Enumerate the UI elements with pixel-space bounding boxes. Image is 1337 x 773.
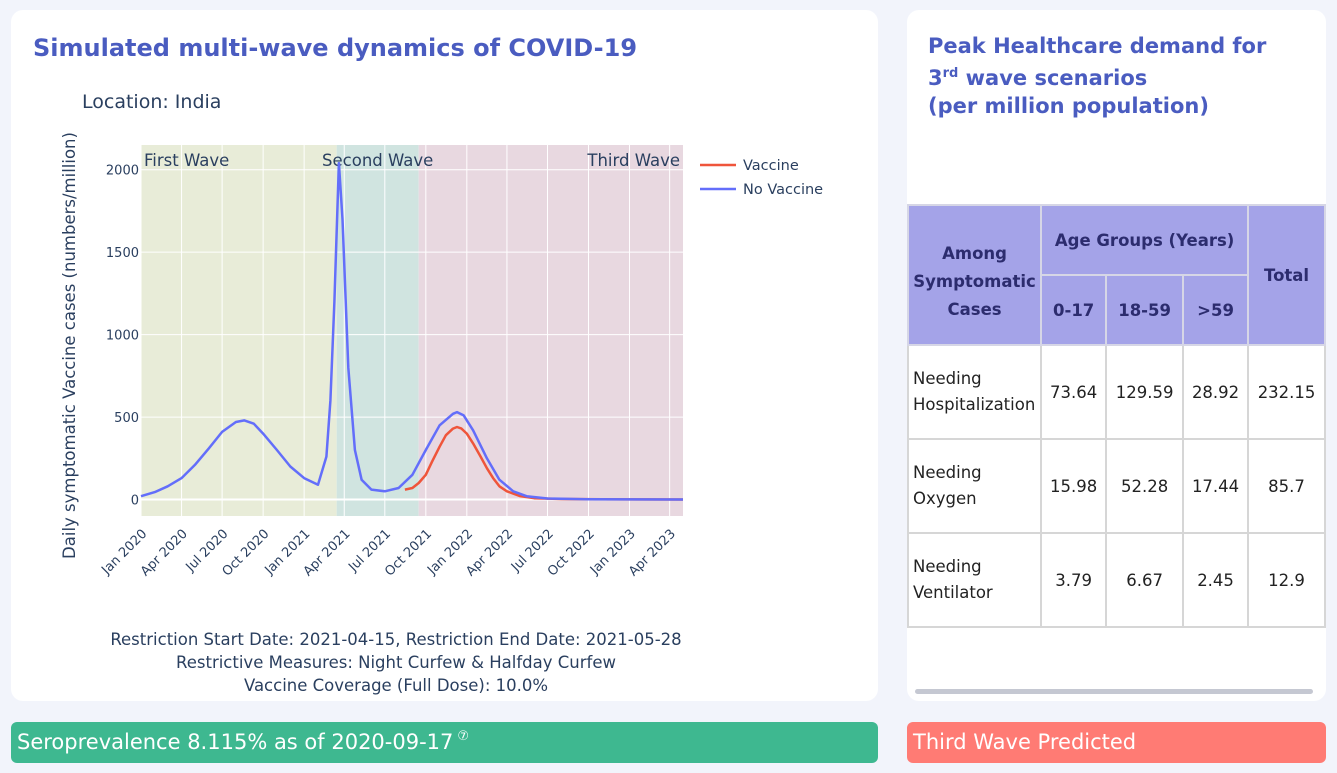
header-age-18-59: 18-59 [1105, 274, 1185, 346]
healthcare-demand-table: Among Symptomatic Cases Age Groups (Year… [907, 204, 1326, 628]
cell-value: 15.98 [1040, 438, 1108, 534]
restriction-notes: Restriction Start Date: 2021-04-15, Rest… [11, 628, 781, 697]
y-tick-label: 500 [114, 411, 139, 426]
y-axis-title: Daily symptomatic Vaccine cases (numbers… [60, 132, 79, 559]
chart-title: Simulated multi-wave dynamics of COVID-1… [33, 34, 638, 62]
covid-waves-chart[interactable]: First Wave Second Wave Third Wave 0 500 1000 1… [11, 10, 878, 625]
y-tick-label: 1000 [106, 329, 139, 344]
region-label-first-wave: First Wave [144, 151, 229, 170]
cell-value: 52.28 [1105, 438, 1185, 534]
header-age-0-17: 0-17 [1040, 274, 1108, 346]
wave-region-1 [141, 145, 337, 516]
table-row: Needing Oxygen 15.98 52.28 17.44 85.7 [907, 438, 1326, 534]
cell-total: 232.15 [1247, 344, 1326, 440]
cell-value: 6.67 [1105, 532, 1185, 628]
region-label-third-wave: Third Wave [586, 151, 680, 170]
healthcare-demand-card: Peak Healthcare demand for 3rd wave scen… [907, 10, 1326, 701]
header-age-groups: Age Groups (Years) [1040, 204, 1250, 276]
restrictive-measures: Restrictive Measures: Night Curfew & Hal… [176, 653, 616, 672]
cell-value: 73.64 [1040, 344, 1108, 440]
table-row: Needing Hospitalization 73.64 129.59 28.… [907, 344, 1326, 440]
header-among-symptomatic: Among Symptomatic Cases [907, 204, 1043, 346]
help-icon[interactable]: ⑦ [457, 729, 470, 744]
wave-region-3 [418, 145, 683, 516]
table-title: Peak Healthcare demand for 3rd wave scen… [928, 34, 1267, 118]
seroprevalence-text: Seroprevalence 8.115% as of 2020-09-17 [17, 730, 454, 754]
header-total: Total [1247, 204, 1326, 346]
wave-region-2 [336, 145, 419, 516]
cell-value: 28.92 [1182, 344, 1250, 440]
series-line-no-vaccine [140, 161, 684, 501]
legend-item: No Vaccine [743, 182, 823, 198]
cell-value: 3.79 [1040, 532, 1108, 628]
cell-total: 85.7 [1247, 438, 1326, 534]
horizontal-scrollbar[interactable] [915, 689, 1313, 694]
vaccine-coverage: Vaccine Coverage (Full Dose): 10.0% [243, 676, 549, 695]
y-tick-label: 2000 [106, 164, 139, 179]
chart-card: Simulated multi-wave dynamics of COVID-1… [11, 10, 878, 701]
cell-total: 12.9 [1247, 532, 1326, 628]
row-label: Needing Ventilator [907, 532, 1043, 628]
seroprevalence-banner: Seroprevalence 8.115% as of 2020-09-17 ⑦ [11, 722, 878, 763]
restriction-dates: Restriction Start Date: 2021-04-15, Rest… [110, 630, 682, 649]
row-label: Needing Oxygen [907, 438, 1043, 534]
row-label: Needing Hospitalization [907, 344, 1043, 440]
third-wave-text: Third Wave Predicted [913, 730, 1137, 754]
third-wave-banner: Third Wave Predicted [907, 722, 1326, 763]
legend-item: Vaccine [743, 158, 799, 174]
cell-value: 2.45 [1182, 532, 1250, 628]
region-label-second-wave: Second Wave [322, 151, 433, 170]
header-age-59-plus: >59 [1182, 274, 1250, 346]
location-label: Location: India [82, 91, 221, 113]
y-tick-label: 0 [131, 494, 139, 509]
cell-value: 17.44 [1182, 438, 1250, 534]
table-row: Needing Ventilator 3.79 6.67 2.45 12.9 [907, 532, 1326, 628]
cell-value: 129.59 [1105, 344, 1185, 440]
y-tick-label: 1500 [106, 246, 139, 261]
